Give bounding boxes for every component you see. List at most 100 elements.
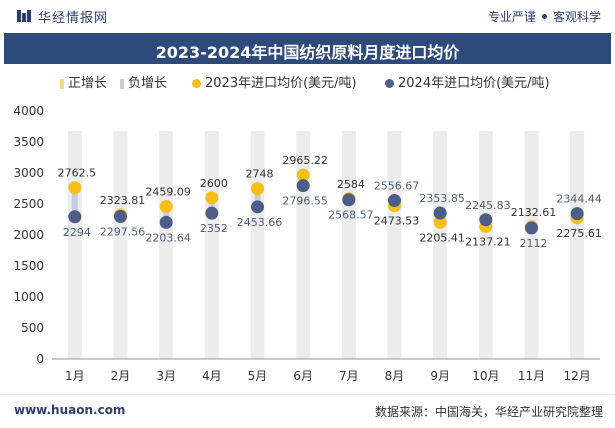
point-2024 [114,210,127,224]
huajing-logo-icon [17,10,31,22]
label-2023: 2137.21 [465,235,511,248]
label-2024: 2353.85 [419,192,465,205]
legend-2024-marker [385,79,394,88]
point-2024 [479,213,493,227]
point-2023 [205,191,219,205]
label-2024: 2112 [520,237,548,250]
label-2023: 2584 [337,178,365,191]
top-bar: 华经情报网 专业严谨 客观科学 [0,0,615,32]
negative-change-bar [71,187,78,217]
x-tick-label: 9月 [430,369,450,383]
x-tick-label: 1月 [65,369,85,383]
legend-2024: 2024年进口均价(美元/吨) [385,72,550,91]
chart-title: 2023-2024年中国纺织原料月度进口均价 [155,43,460,62]
legend-negative-label: 负增长 [128,76,168,91]
background-column [67,131,82,359]
background-column [478,131,493,359]
label-2024: 2352 [200,222,228,235]
label-2023: 2762.5 [58,167,97,180]
y-tick-label: 500 [21,321,44,335]
slogan-dot-icon [541,14,547,19]
label-2023: 2748 [246,168,274,181]
brand-name: 华经情报网 [38,11,109,26]
negative-change-bar [254,188,261,207]
x-tick-label: 3月 [156,369,176,383]
y-tick-label: 4000 [13,104,44,118]
point-2024 [159,215,173,229]
label-2023: 2323.81 [100,194,146,207]
label-2024: 2568.57 [328,209,374,222]
label-2024: 2297.56 [100,226,146,239]
point-2024 [342,193,356,207]
label-2024: 2796.55 [282,195,328,208]
footer-source: 数据来源：中国海关，华经产业研究院整理 [374,405,603,419]
label-2024: 2245.83 [465,199,511,212]
background-column [570,131,585,359]
x-tick-label: 11月 [518,369,545,383]
legend-negative: 负增长 [120,72,167,91]
label-2024: 2453.66 [237,216,283,229]
legend-positive: 正增长 [60,72,107,91]
legend-2023-label: 2023年进口均价(美元/吨) [205,76,357,91]
point-2023 [251,182,264,196]
y-tick-label: 3500 [13,135,44,149]
y-tick-label: 2500 [13,197,44,211]
legend-2024-label: 2024年进口均价(美元/吨) [398,76,550,91]
y-tick-label: 0 [36,352,44,366]
point-2024 [388,193,401,207]
background-column [341,131,356,359]
point-2023 [296,168,310,182]
x-tick-label: 8月 [385,369,405,383]
background-column [204,131,219,359]
point-2023 [68,181,82,195]
label-2024: 2344.44 [556,193,602,206]
point-2023 [159,200,173,214]
title-bar: 2023-2024年中国纺织原料月度进口均价 [4,33,611,64]
label-2023: 2132.61 [511,206,557,219]
background-column [524,131,539,359]
slogan-left: 专业严谨 [487,10,536,24]
legend-2023-marker [192,79,201,88]
background-column [159,131,174,359]
y-tick-label: 1500 [13,259,44,273]
x-tick-label: 7月 [339,369,359,383]
label-2023: 2459.09 [145,186,191,199]
background-column [387,131,402,359]
x-tick-label: 10月 [472,369,499,383]
x-tick-label: 6月 [293,369,313,383]
point-2024 [570,207,584,221]
background-column [433,131,448,359]
label-2024: 2294 [63,226,91,239]
point-2024 [433,206,447,220]
y-tick-label: 3000 [13,166,44,180]
legend-positive-swatch [60,78,64,89]
footer-url: www.huaon.com [14,403,126,417]
background-column [250,131,265,359]
chart-legend: 正增长 负增长 2023年进口均价(美元/吨) 2024年进口均价(美元/吨) [0,72,615,94]
point-2024 [205,206,219,220]
label-2023: 2600 [200,177,228,190]
slogan: 专业严谨 客观科学 [488,8,601,25]
label-2024: 2203.64 [145,231,191,244]
background-column [113,131,128,359]
y-tick-label: 1000 [13,290,44,304]
negative-change-bar [163,206,170,223]
footer: www.huaon.com 数据来源：中国海关，华经产业研究院整理 [0,394,615,428]
legend-positive-label: 正增长 [68,76,108,91]
y-tick-label: 2000 [13,228,44,242]
price-chart: 0 500 1000 1500 2000 2500 3000 3500 4000 2762.5 23… [13,104,602,383]
negative-change-bar [208,197,215,214]
label-2024: 2556.67 [374,179,420,192]
point-2024 [68,210,82,224]
x-tick-label: 12月 [564,369,591,383]
label-2023: 2205.41 [419,231,465,244]
label-2023: 2965.22 [282,154,328,167]
point-2024 [296,179,310,193]
x-tick-label: 4月 [202,369,222,383]
label-2023: 2473.53 [374,215,420,228]
point-2024 [525,221,538,235]
x-tick-label: 2月 [111,369,131,383]
x-tick-label: 5月 [248,369,268,383]
legend-negative-swatch [120,78,124,89]
label-2023: 2275.61 [556,227,602,240]
